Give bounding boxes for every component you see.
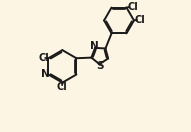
Text: Cl: Cl (135, 15, 146, 25)
Text: Cl: Cl (56, 82, 67, 92)
Text: Cl: Cl (38, 53, 49, 63)
Text: Cl: Cl (127, 2, 138, 12)
Text: N: N (90, 41, 98, 51)
Text: N: N (41, 69, 50, 79)
Text: S: S (97, 62, 104, 71)
